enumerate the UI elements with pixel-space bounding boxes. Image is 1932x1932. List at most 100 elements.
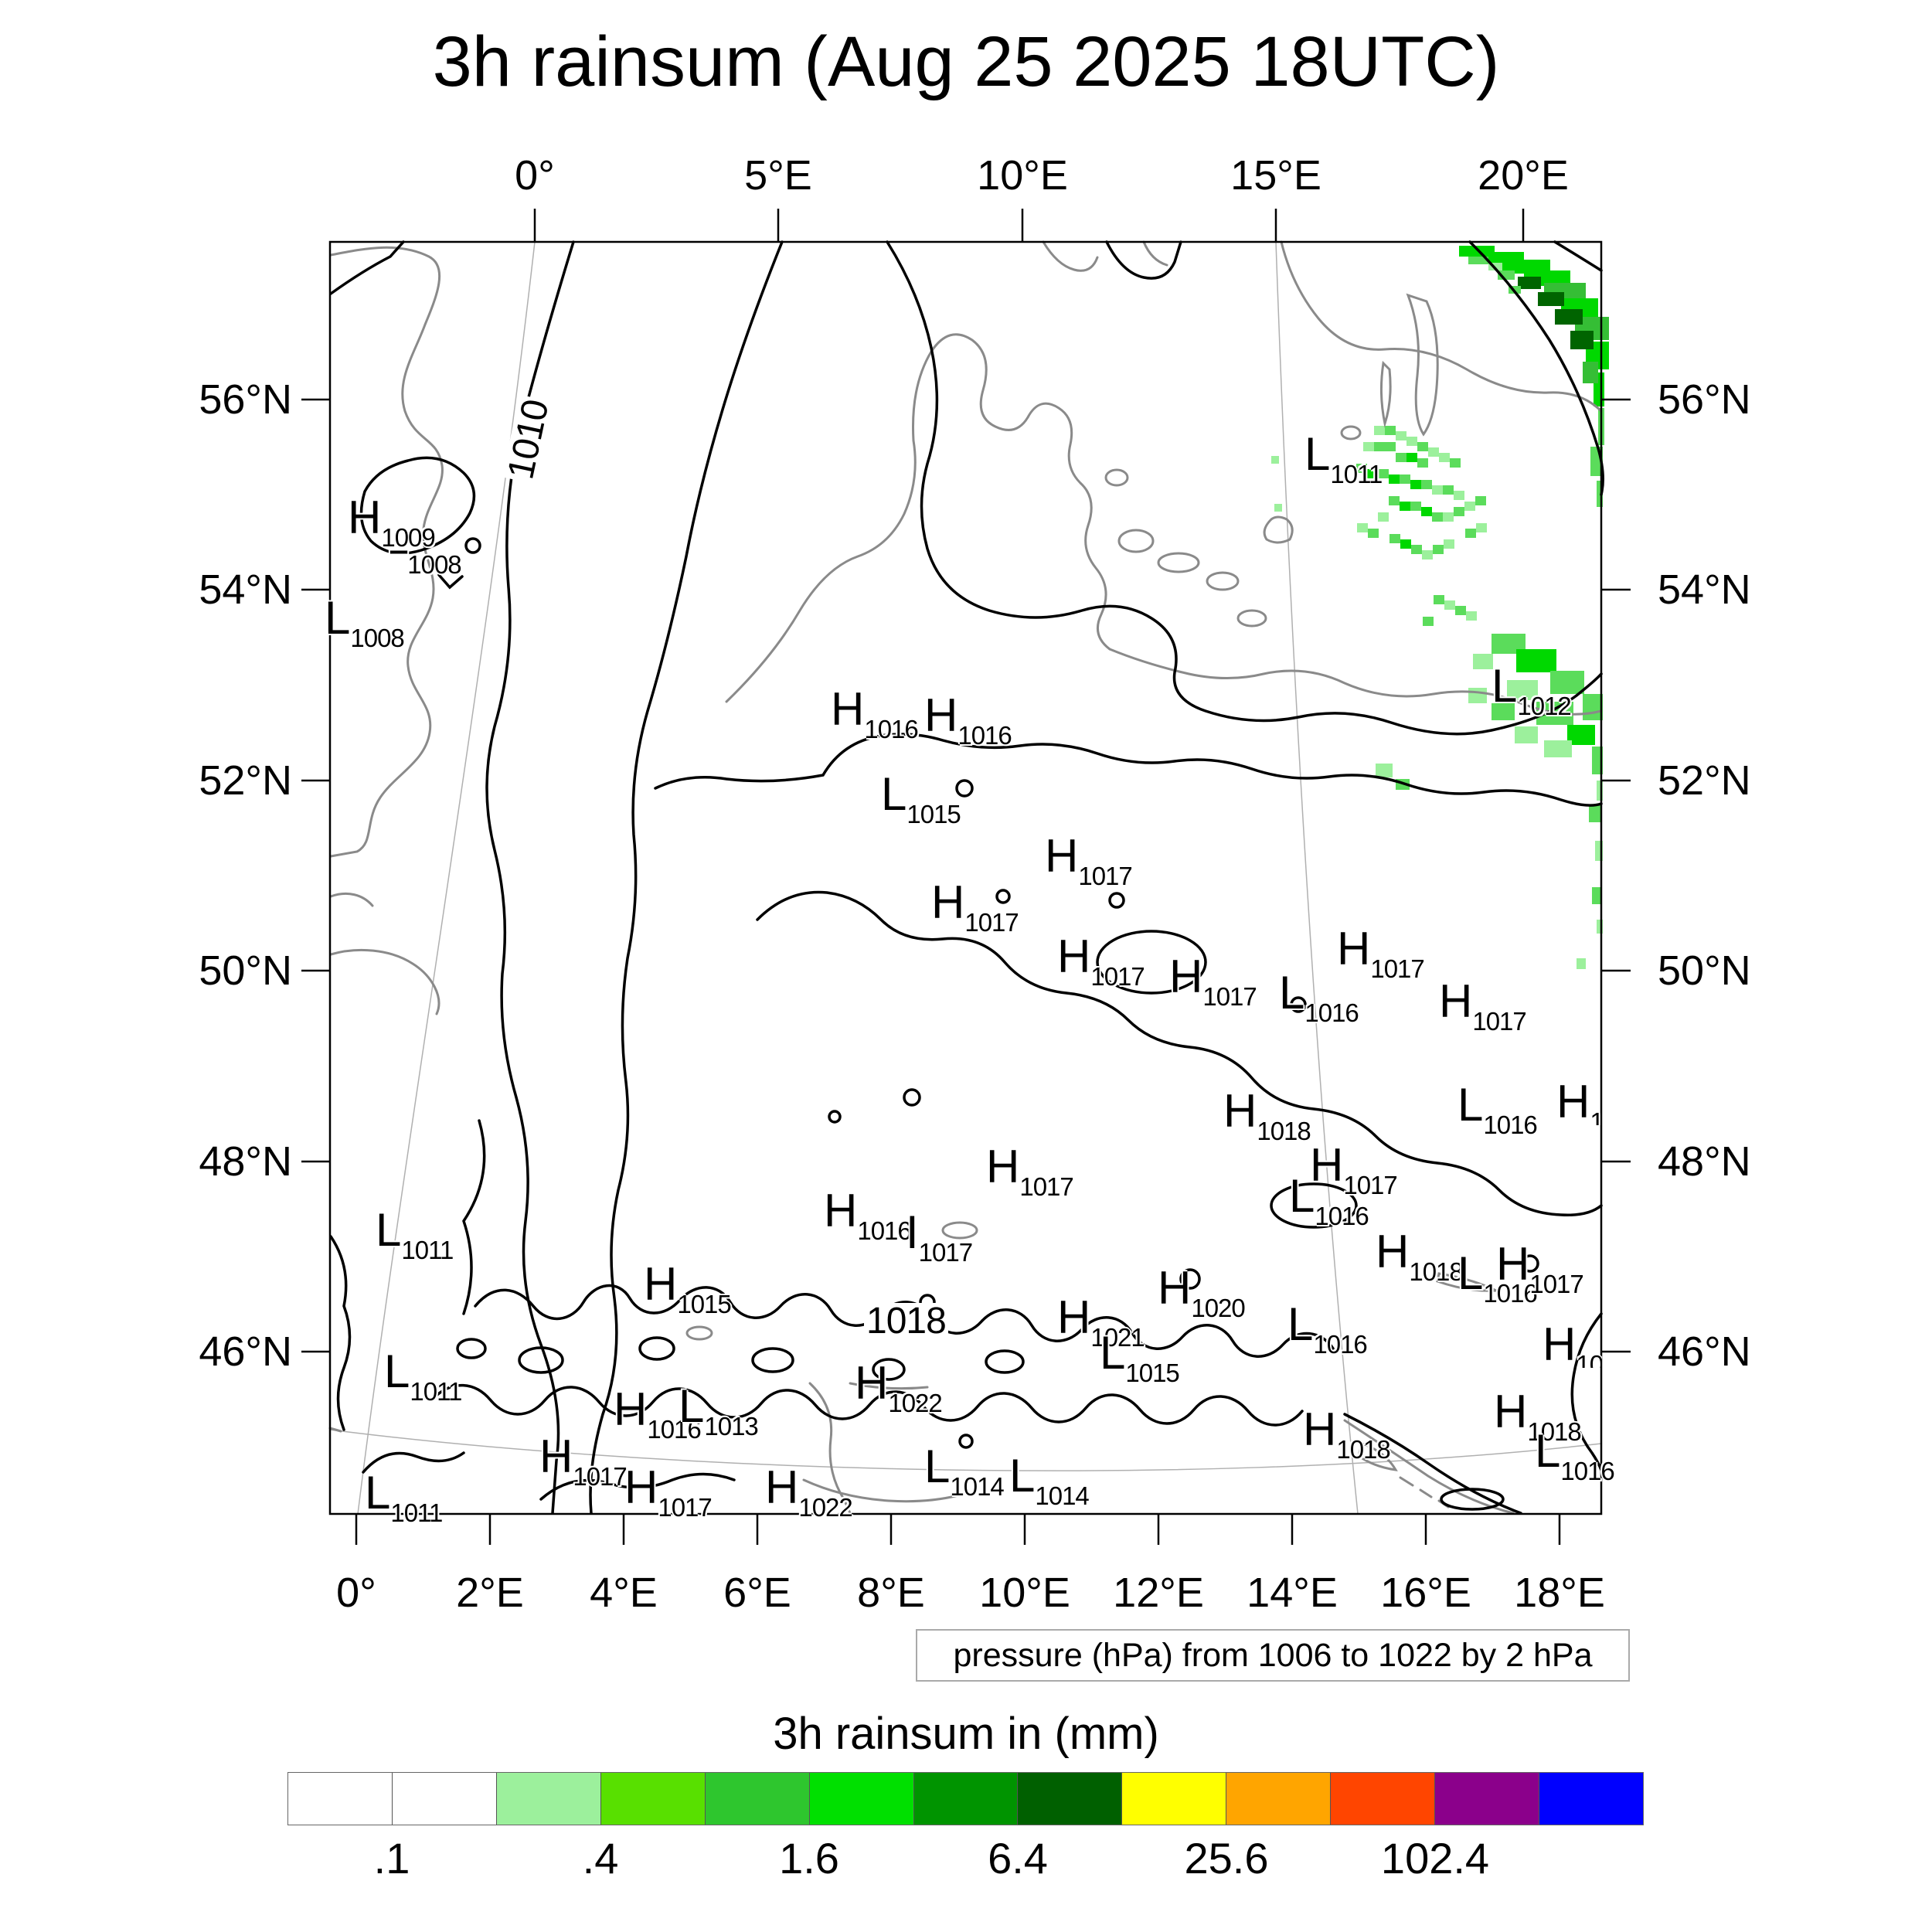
axis-label-top: 5°E: [744, 152, 812, 199]
pressure-value: 1008: [350, 624, 404, 652]
rain-cell: [1423, 617, 1434, 626]
pressure-label-L1013: L1013: [679, 1380, 759, 1440]
pressure-letter: H: [1169, 951, 1203, 1002]
pressure-letter: L: [679, 1380, 705, 1432]
pressure-value: 1016: [647, 1415, 701, 1444]
rain-cell: [1421, 480, 1432, 489]
colorbar-label-1.6: 1.6: [779, 1834, 839, 1883]
axis-label-bottom: 16°E: [1380, 1570, 1471, 1616]
pressure-value: 1017: [658, 1493, 712, 1522]
pressure-label-H1015: H1015: [644, 1261, 732, 1318]
colorbar-segment: [1331, 1773, 1436, 1825]
pressure-value: 1008: [407, 550, 461, 579]
axis-label-top: 15°E: [1230, 152, 1321, 199]
pressure-label-L1011: L1011: [384, 1349, 462, 1405]
pressure-label-H1018: H1018: [1376, 1226, 1464, 1285]
axis-label-bottom: 0°: [336, 1570, 376, 1616]
axis-label-bottom: 14°E: [1247, 1570, 1338, 1616]
pressure-letter: H: [855, 1357, 889, 1409]
pressure-value: 1009: [381, 523, 435, 552]
pressure-value: 1013: [704, 1412, 758, 1440]
pressure-label-H1017: H1017: [1496, 1241, 1584, 1298]
pressure-letter: H: [1310, 1139, 1344, 1191]
rain-cell: [1385, 442, 1396, 451]
rain-cell: [1550, 671, 1584, 694]
rain-cell: [1450, 458, 1461, 468]
pressure-value: 1018: [1257, 1117, 1311, 1145]
pressure-label-L1016: L1016: [1289, 1170, 1369, 1230]
pressure-letter: L: [325, 592, 351, 644]
colorbar-segment: [913, 1773, 1019, 1825]
axis-label-right: 48°N: [1658, 1138, 1751, 1185]
rain-cell: [1464, 502, 1475, 511]
pressure-value: 1016: [1315, 1202, 1369, 1230]
pressure-label-H1021: H1021: [1057, 1294, 1145, 1351]
axis-label-right: 54°N: [1658, 566, 1751, 613]
pressure-label-L1008: L1008: [325, 592, 405, 651]
rain-cell: [1428, 447, 1439, 457]
pressure-letter: H: [765, 1461, 799, 1513]
rain-cell: [1396, 453, 1406, 462]
pressure-letter: H: [1376, 1226, 1410, 1277]
page-title: 3h rainsum (Aug 25 2025 18UTC): [432, 22, 1500, 101]
pressure-letter: L: [1535, 1425, 1561, 1477]
axis-label-bottom: 6°E: [723, 1570, 791, 1616]
pressure-value: 1017: [1078, 862, 1132, 890]
axis-label-left: 48°N: [199, 1138, 292, 1185]
colorbar-segment: [496, 1773, 601, 1825]
pressure-label-H1017: H1017: [1169, 951, 1257, 1010]
pressure-letter: H: [924, 689, 958, 741]
axis-label-bottom: 2°E: [456, 1570, 524, 1616]
colorbar-segment: [1018, 1773, 1123, 1825]
pressure-label-L1011: L1011: [376, 1207, 454, 1264]
pressure-value: 1016: [1483, 1111, 1537, 1139]
pressure-label-L1016: L1016: [1287, 1301, 1368, 1358]
pressure-value: 1012: [1517, 692, 1571, 720]
pressure-label-H1017: H1017: [539, 1434, 628, 1490]
axis-label-left: 54°N: [199, 566, 292, 613]
pressure-label-H1018: H1018: [1303, 1406, 1391, 1463]
pressure-value: 1018: [1409, 1257, 1463, 1286]
rain-cell: [1502, 260, 1550, 274]
pressure-letter: H: [1543, 1321, 1577, 1368]
pressure-letter: L: [1458, 1247, 1484, 1299]
pressure-label-H1017: H1017: [624, 1464, 713, 1521]
colorbar: [287, 1772, 1644, 1825]
axis-label-left: 56°N: [199, 376, 292, 423]
rain-cell: [1374, 426, 1385, 435]
pressure-letter: H: [1439, 975, 1473, 1027]
axis-label-left: 50°N: [199, 947, 292, 994]
pressure-value: 1016: [857, 1216, 911, 1245]
rain-cell: [1473, 654, 1493, 669]
rain-cell: [1432, 512, 1443, 522]
rain-cell: [1439, 453, 1450, 462]
pressure-letter: L: [924, 1440, 951, 1492]
rain-cell: [1406, 437, 1417, 446]
colorbar-label-.4: .4: [582, 1834, 619, 1883]
axis-label-right: 52°N: [1658, 757, 1751, 804]
colorbar-segment: [600, 1773, 706, 1825]
rain-cell: [1385, 426, 1396, 435]
rain-cell: [1455, 606, 1466, 615]
pressure-letter: H: [1494, 1386, 1528, 1437]
pressure-letter: H: [824, 1185, 858, 1236]
pressure-label-H1016: H1016: [831, 683, 919, 743]
pressure-value: 1017: [1019, 1172, 1073, 1201]
pressure-value: 1022: [888, 1389, 942, 1417]
pressure-letter: H: [1057, 930, 1091, 982]
rain-cell: [1271, 456, 1279, 464]
pressure-letter: H: [831, 683, 865, 735]
pressure-letter: H: [986, 1141, 1020, 1192]
rain-cell: [1577, 958, 1586, 969]
rain-cell: [1538, 292, 1564, 306]
pressure-letter: H: [348, 492, 382, 543]
rain-cell: [1589, 805, 1601, 822]
pressure-label-H1009: H1009: [348, 492, 436, 551]
rain-cell: [1363, 442, 1374, 451]
pressure-value: 1017: [1472, 1007, 1526, 1036]
pressure-label-L1012: L1012: [1492, 663, 1572, 719]
rain-cell: [1466, 611, 1477, 621]
pressure-letter: L: [1289, 1170, 1315, 1222]
rain-cell: [1583, 362, 1598, 383]
